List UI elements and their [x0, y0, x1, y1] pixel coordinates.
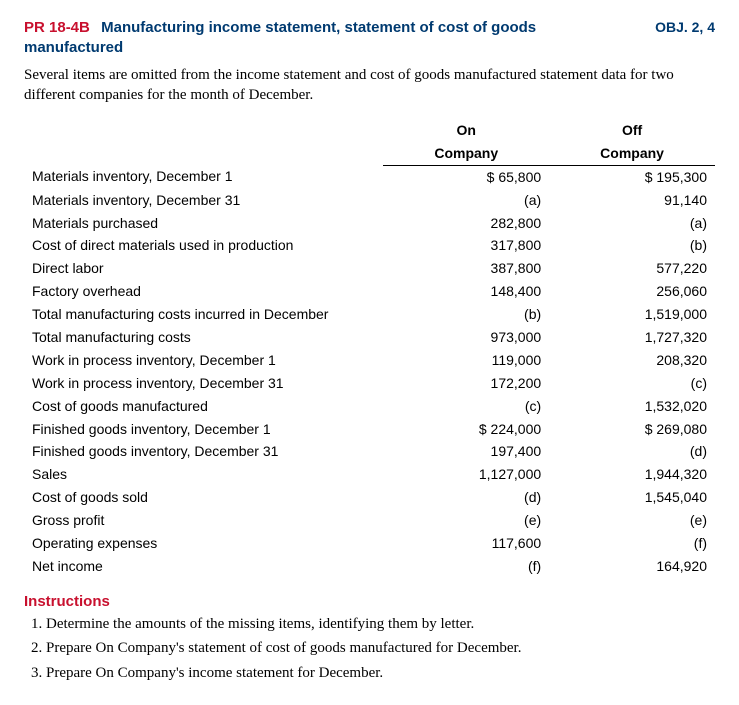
row-label: Sales [24, 463, 383, 486]
row-off-value: 91,140 [549, 189, 715, 212]
row-label: Operating expenses [24, 532, 383, 555]
row-label: Finished goods inventory, December 1 [24, 418, 383, 441]
data-table: On Off Company Company Materials invento… [24, 119, 715, 578]
intro-paragraph: Several items are omitted from the incom… [24, 65, 715, 106]
table-row: Work in process inventory, December 1119… [24, 349, 715, 372]
row-on-value: (d) [383, 486, 549, 509]
row-label: Cost of goods manufactured [24, 395, 383, 418]
row-label: Finished goods inventory, December 31 [24, 440, 383, 463]
col2-header-bot: Company [549, 142, 715, 165]
objectives: OBJ. 2, 4 [655, 18, 715, 37]
col1-header-bot: Company [383, 142, 549, 165]
table-row: Net income(f)164,920 [24, 555, 715, 578]
problem-title-line2: manufactured [24, 38, 715, 58]
row-off-value: 1,545,040 [549, 486, 715, 509]
row-on-value: 282,800 [383, 212, 549, 235]
row-off-value: $ 269,080 [549, 418, 715, 441]
table-body: Materials inventory, December 1$ 65,800$… [24, 165, 715, 578]
row-label: Work in process inventory, December 31 [24, 372, 383, 395]
instruction-item: Determine the amounts of the missing ite… [46, 614, 715, 634]
row-label: Direct labor [24, 257, 383, 280]
row-off-value: 256,060 [549, 280, 715, 303]
row-label: Work in process inventory, December 1 [24, 349, 383, 372]
table-row: Materials inventory, December 1$ 65,800$… [24, 165, 715, 188]
table-row: Materials inventory, December 31(a)91,14… [24, 189, 715, 212]
row-off-value: 1,944,320 [549, 463, 715, 486]
table-row: Sales1,127,0001,944,320 [24, 463, 715, 486]
table-row: Cost of goods manufactured(c)1,532,020 [24, 395, 715, 418]
row-on-value: $ 224,000 [383, 418, 549, 441]
table-row: Work in process inventory, December 3117… [24, 372, 715, 395]
row-label: Materials inventory, December 1 [24, 165, 383, 188]
row-off-value: (d) [549, 440, 715, 463]
row-on-value: 148,400 [383, 280, 549, 303]
table-row: Total manufacturing costs incurred in De… [24, 303, 715, 326]
row-label: Factory overhead [24, 280, 383, 303]
row-off-value: 1,532,020 [549, 395, 715, 418]
row-on-value: $ 65,800 [383, 165, 549, 188]
table-row: Finished goods inventory, December 1$ 22… [24, 418, 715, 441]
row-on-value: (b) [383, 303, 549, 326]
table-row: Direct labor387,800577,220 [24, 257, 715, 280]
row-off-value: 1,519,000 [549, 303, 715, 326]
row-off-value: 577,220 [549, 257, 715, 280]
row-off-value: (e) [549, 509, 715, 532]
row-label: Cost of goods sold [24, 486, 383, 509]
row-label: Total manufacturing costs incurred in De… [24, 303, 383, 326]
problem-code: PR 18-4B [24, 19, 90, 36]
table-row: Gross profit(e)(e) [24, 509, 715, 532]
row-on-value: 119,000 [383, 349, 549, 372]
problem-title-line1: Manufacturing income statement, statemen… [101, 19, 536, 36]
instructions-list: Determine the amounts of the missing ite… [24, 614, 715, 683]
row-off-value: (b) [549, 234, 715, 257]
row-on-value: 197,400 [383, 440, 549, 463]
row-on-value: 317,800 [383, 234, 549, 257]
problem-header: PR 18-4B Manufacturing income statement,… [24, 18, 715, 38]
col1-header-top: On [383, 119, 549, 142]
instruction-item: Prepare On Company's income statement fo… [46, 663, 715, 683]
table-row: Cost of goods sold(d)1,545,040 [24, 486, 715, 509]
table-row: Total manufacturing costs973,0001,727,32… [24, 326, 715, 349]
row-on-value: 387,800 [383, 257, 549, 280]
row-label: Materials inventory, December 31 [24, 189, 383, 212]
row-off-value: 1,727,320 [549, 326, 715, 349]
table-row: Factory overhead148,400256,060 [24, 280, 715, 303]
row-off-value: (f) [549, 532, 715, 555]
row-on-value: 117,600 [383, 532, 549, 555]
table-row: Finished goods inventory, December 31197… [24, 440, 715, 463]
row-on-value: 973,000 [383, 326, 549, 349]
row-off-value: 164,920 [549, 555, 715, 578]
row-on-value: (c) [383, 395, 549, 418]
row-off-value: (a) [549, 212, 715, 235]
row-off-value: $ 195,300 [549, 165, 715, 188]
table-row: Materials purchased282,800(a) [24, 212, 715, 235]
row-label: Net income [24, 555, 383, 578]
col2-header-top: Off [549, 119, 715, 142]
table-row: Operating expenses117,600(f) [24, 532, 715, 555]
table-row: Cost of direct materials used in product… [24, 234, 715, 257]
title-block: PR 18-4B Manufacturing income statement,… [24, 18, 536, 38]
row-label: Materials purchased [24, 212, 383, 235]
row-on-value: 172,200 [383, 372, 549, 395]
row-off-value: 208,320 [549, 349, 715, 372]
row-label: Gross profit [24, 509, 383, 532]
row-label: Cost of direct materials used in product… [24, 234, 383, 257]
instructions-heading: Instructions [24, 592, 715, 612]
row-on-value: (a) [383, 189, 549, 212]
row-off-value: (c) [549, 372, 715, 395]
row-on-value: (e) [383, 509, 549, 532]
instruction-item: Prepare On Company's statement of cost o… [46, 638, 715, 658]
row-on-value: (f) [383, 555, 549, 578]
row-label: Total manufacturing costs [24, 326, 383, 349]
row-on-value: 1,127,000 [383, 463, 549, 486]
